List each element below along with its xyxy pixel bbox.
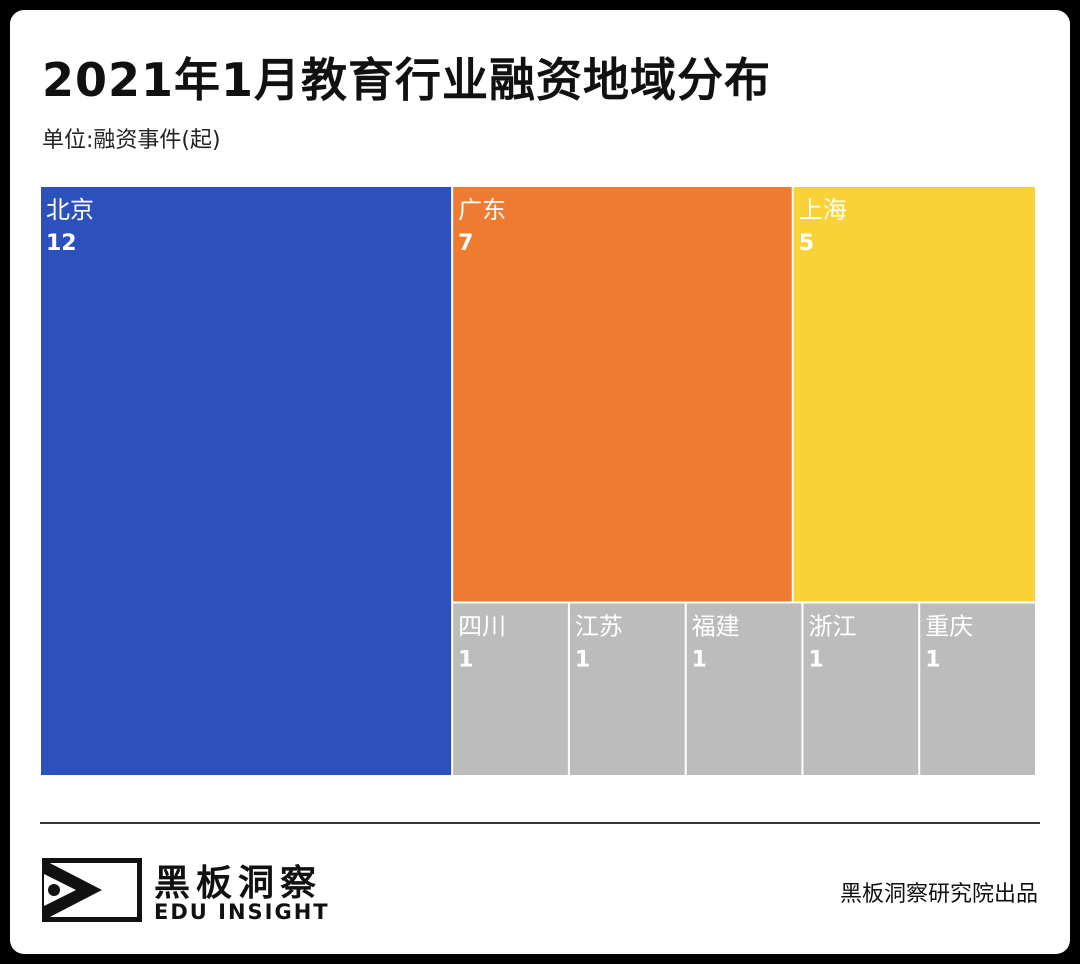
logo-chinese-name: 黑板洞察 xyxy=(154,863,323,904)
treemap-tile-rect xyxy=(793,187,1035,602)
treemap-tile-rect xyxy=(453,187,792,602)
treemap-tile-value: 5 xyxy=(799,231,814,256)
treemap-tile: 上海 5 xyxy=(793,187,1035,602)
chart-unit-label: 单位:融资事件(起) xyxy=(42,128,221,153)
treemap-tile-value: 1 xyxy=(692,647,707,672)
credit-text: 黑板洞察研究院出品 xyxy=(839,882,1038,907)
logo-english-name: EDU INSIGHT xyxy=(154,900,330,924)
eye-logo-icon xyxy=(42,858,142,922)
treemap-tile-label: 重庆 xyxy=(925,612,973,640)
treemap-tile: 重庆 1 xyxy=(920,603,1035,775)
treemap-tile-value: 1 xyxy=(925,647,940,672)
treemap-tile: 北京 12 xyxy=(41,187,452,775)
treemap-tile-rect xyxy=(803,603,919,775)
treemap-chart: 北京 12 广东 7 上海 5 四川 1 江苏 1 福建 1 浙江 1 重庆 1 xyxy=(41,187,1035,775)
treemap-tile-rect xyxy=(453,603,568,775)
treemap-tile-value: 12 xyxy=(46,231,77,256)
treemap-tile-value: 1 xyxy=(458,647,473,672)
brand-logo: 黑板洞察 EDU INSIGHT xyxy=(42,852,342,932)
treemap-tile-label: 上海 xyxy=(799,196,847,224)
treemap-tile-label: 浙江 xyxy=(808,612,856,640)
treemap-tile-rect xyxy=(686,603,802,775)
treemap-tile: 江苏 1 xyxy=(569,603,685,775)
treemap-tile-value: 1 xyxy=(808,647,823,672)
treemap-tile: 四川 1 xyxy=(453,603,568,775)
treemap-tile-value: 1 xyxy=(575,647,590,672)
treemap-tile: 福建 1 xyxy=(686,603,802,775)
treemap-tile-rect xyxy=(569,603,685,775)
footer-divider xyxy=(40,822,1040,824)
chart-card: 2021年1月教育行业融资地域分布 单位:融资事件(起) 北京 12 广东 7 上海 5 四… xyxy=(10,10,1070,954)
treemap-tile-value: 7 xyxy=(458,231,473,256)
treemap-tile-rect xyxy=(920,603,1035,775)
treemap-tile-label: 福建 xyxy=(692,612,740,640)
treemap-tile-label: 北京 xyxy=(46,196,94,224)
treemap-tile-label: 广东 xyxy=(458,196,506,224)
treemap-tile-rect xyxy=(41,187,452,775)
treemap-tile: 广东 7 xyxy=(453,187,792,602)
treemap-tile: 浙江 1 xyxy=(803,603,919,775)
chart-title: 2021年1月教育行业融资地域分布 xyxy=(42,53,772,107)
treemap-tile-label: 四川 xyxy=(458,612,506,640)
treemap-tile-label: 江苏 xyxy=(575,612,623,640)
